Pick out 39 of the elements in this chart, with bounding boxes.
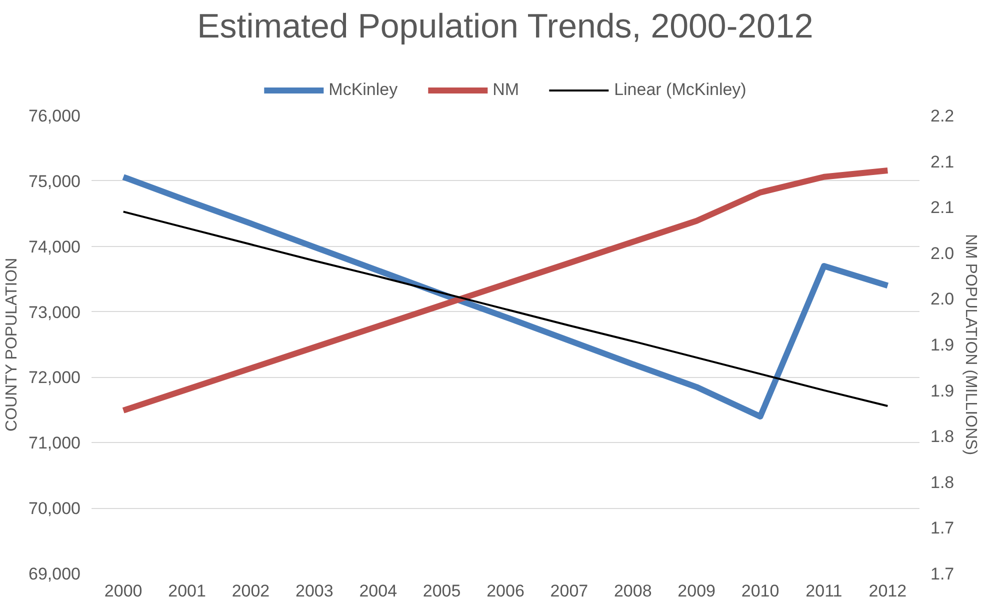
x-tick-label: 2004 bbox=[359, 582, 398, 599]
y2-tick-label: 2.2 bbox=[930, 106, 954, 126]
x-tick-label: 2006 bbox=[486, 582, 524, 599]
y2-tick-label: 1.8 bbox=[930, 427, 954, 446]
y-tick-label: 74,000 bbox=[28, 237, 81, 256]
x-tick-label: 2005 bbox=[422, 582, 461, 599]
x-tick-label: 2012 bbox=[868, 582, 907, 599]
y2-tick-label: 1.7 bbox=[930, 564, 954, 584]
x-tick-label: 2011 bbox=[806, 582, 842, 599]
x-tick-label: 2001 bbox=[168, 582, 206, 599]
x-tick-label: 2002 bbox=[232, 582, 270, 599]
y2-tick-label: 2.0 bbox=[930, 290, 954, 309]
y2-tick-label: 2.0 bbox=[930, 244, 954, 263]
y2-tick-label: 2.1 bbox=[930, 152, 954, 172]
legend-label: Linear (McKinley) bbox=[614, 80, 746, 100]
line-series bbox=[122, 210, 889, 408]
x-tick-label: 2008 bbox=[614, 582, 652, 599]
y2-tick-label: 2.1 bbox=[930, 198, 954, 218]
y-tick-label: 69,000 bbox=[28, 564, 81, 584]
y2-tick-label: 1.7 bbox=[930, 518, 954, 538]
y2-tick-label: 1.9 bbox=[930, 381, 954, 400]
legend-label: McKinley bbox=[328, 80, 398, 100]
legend-label: NM bbox=[492, 80, 520, 100]
y-axis-title: COUNTY POPULATION bbox=[4, 258, 21, 432]
x-tick-label: 2000 bbox=[104, 582, 142, 599]
y2-tick-label: 1.8 bbox=[930, 472, 954, 492]
y-tick-label: 76,000 bbox=[28, 106, 81, 126]
x-tick-label: 2010 bbox=[741, 582, 780, 599]
x-tick-label: 2007 bbox=[550, 582, 588, 599]
x-tick-label: 2003 bbox=[296, 582, 334, 599]
x-tick-label: 2009 bbox=[678, 582, 716, 599]
y-tick-label: 75,000 bbox=[28, 172, 81, 191]
y-tick-label: 72,000 bbox=[28, 368, 81, 388]
y2-tick-label: 1.9 bbox=[930, 336, 954, 354]
y-tick-label: 73,000 bbox=[28, 302, 81, 322]
y-tick-label: 71,000 bbox=[28, 434, 81, 453]
y-tick-label: 70,000 bbox=[28, 499, 81, 518]
y2-axis-title: NM POPULATION (MILLIONS) bbox=[962, 234, 980, 456]
chart-title: Estimated Population Trends, 2000-2012 bbox=[197, 8, 814, 46]
